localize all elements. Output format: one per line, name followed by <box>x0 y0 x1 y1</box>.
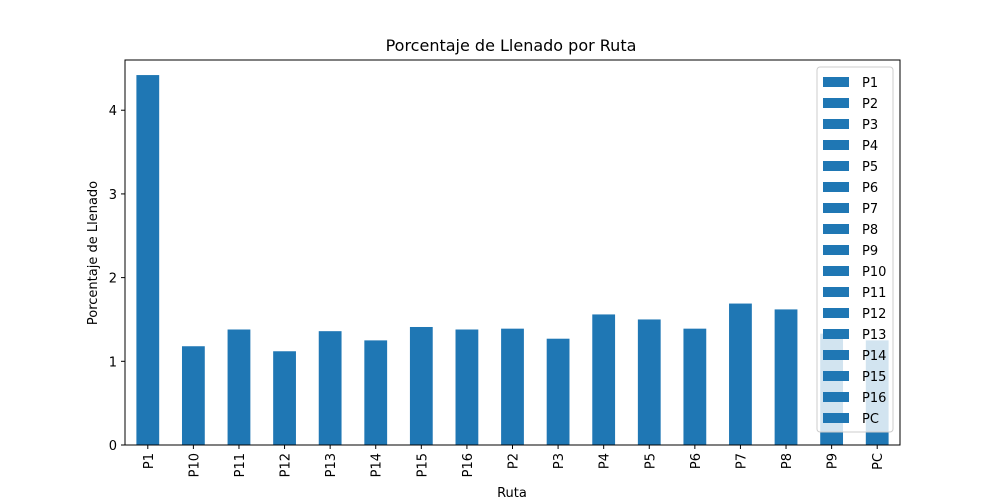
bar-p8 <box>774 309 798 445</box>
legend-box <box>816 66 894 433</box>
legend-swatch <box>823 413 849 423</box>
x-tick-label: P9 <box>826 453 841 469</box>
y-tick-label: 1 <box>109 355 117 370</box>
legend-label: P8 <box>862 223 878 238</box>
legend-label: P15 <box>862 370 886 385</box>
legend-label: P9 <box>862 244 878 259</box>
y-tick-label: 3 <box>109 188 117 203</box>
bar-p2 <box>501 328 524 445</box>
legend-swatch <box>823 308 849 318</box>
x-tick-label: P10 <box>187 453 202 477</box>
y-axis-ticks: 0 1 2 3 4 <box>109 104 125 454</box>
legend-swatch <box>823 350 849 360</box>
legend-label: P10 <box>862 265 886 280</box>
bars-group <box>136 75 889 445</box>
x-tick-label: P11 <box>233 453 248 477</box>
y-tick-label: 0 <box>109 439 117 454</box>
plot-frame <box>124 59 901 446</box>
legend-label: P11 <box>862 286 886 301</box>
x-tick-label: P2 <box>507 453 522 469</box>
x-tick-label: P12 <box>279 453 294 477</box>
x-tick-label: P13 <box>324 453 339 477</box>
legend-label: P7 <box>862 202 878 217</box>
legend-swatch <box>823 266 849 276</box>
x-tick-label: P5 <box>643 453 658 469</box>
x-tick-label: P7 <box>734 453 749 469</box>
legend-swatch <box>823 119 849 129</box>
y-tick-label: 2 <box>109 272 117 287</box>
bar-p7 <box>729 303 752 445</box>
legend-swatch <box>823 329 849 339</box>
legend-swatch <box>823 77 849 87</box>
x-tick-label: P14 <box>370 453 385 477</box>
bar-p6 <box>683 328 707 445</box>
bar-p15 <box>409 326 433 445</box>
legend-swatch <box>823 182 849 192</box>
bar-p14 <box>364 340 388 445</box>
legend-label: P6 <box>862 181 878 196</box>
bar-p13 <box>318 331 342 445</box>
x-tick-label: P8 <box>780 453 795 469</box>
x-tick-label: PC <box>871 453 886 470</box>
bar-p3 <box>546 338 570 445</box>
legend-swatch <box>823 98 849 108</box>
legend-label: P2 <box>862 97 878 112</box>
bar-p16 <box>455 329 479 445</box>
x-axis-ticks: P1 P10 P11 P12 P13 P14 P15 P16 P2 P3 P4 P5 P6 P7 P8 P9 P… <box>142 445 886 477</box>
legend-swatch <box>823 371 849 381</box>
bar-p12 <box>273 351 296 445</box>
bar-p10 <box>181 346 205 445</box>
legend-swatch <box>823 140 849 150</box>
legend-swatch <box>823 287 849 297</box>
legend-label: P16 <box>862 391 886 406</box>
legend-swatch <box>823 245 849 255</box>
bar-p4 <box>592 314 616 445</box>
x-tick-label: P6 <box>689 453 704 469</box>
x-tick-label: P15 <box>415 453 430 477</box>
legend-label: P5 <box>862 160 878 175</box>
legend-label: P3 <box>862 118 878 133</box>
legend-swatch <box>823 392 849 402</box>
bar-p1 <box>136 75 160 445</box>
legend-label: PC <box>862 412 879 427</box>
legend-label: P1 <box>862 76 878 91</box>
legend-label: P13 <box>862 328 886 343</box>
bar-p5 <box>637 319 661 445</box>
chart-title: Porcentaje de Llenado por Ruta <box>386 36 637 55</box>
legend-label: P14 <box>862 349 886 364</box>
legend-swatch <box>823 203 849 213</box>
y-axis-title: Porcentaje de Llenado <box>86 181 101 325</box>
legend: P1 P2 P3 P4 P5 P6 P7 P8 P9 P10 P11 P12 P13 P14 P15 P16 P… <box>816 66 894 433</box>
legend-swatch <box>823 161 849 171</box>
y-tick-label: 4 <box>109 104 117 119</box>
x-axis-title: Ruta <box>497 486 527 500</box>
legend-label: P12 <box>862 307 886 322</box>
x-tick-label: P16 <box>461 453 476 477</box>
legend-swatch <box>823 224 849 234</box>
x-tick-label: P3 <box>552 453 567 469</box>
legend-label: P4 <box>862 139 878 154</box>
bar-p11 <box>227 329 251 445</box>
x-tick-label: P4 <box>598 453 613 469</box>
x-tick-label: P1 <box>142 453 157 469</box>
